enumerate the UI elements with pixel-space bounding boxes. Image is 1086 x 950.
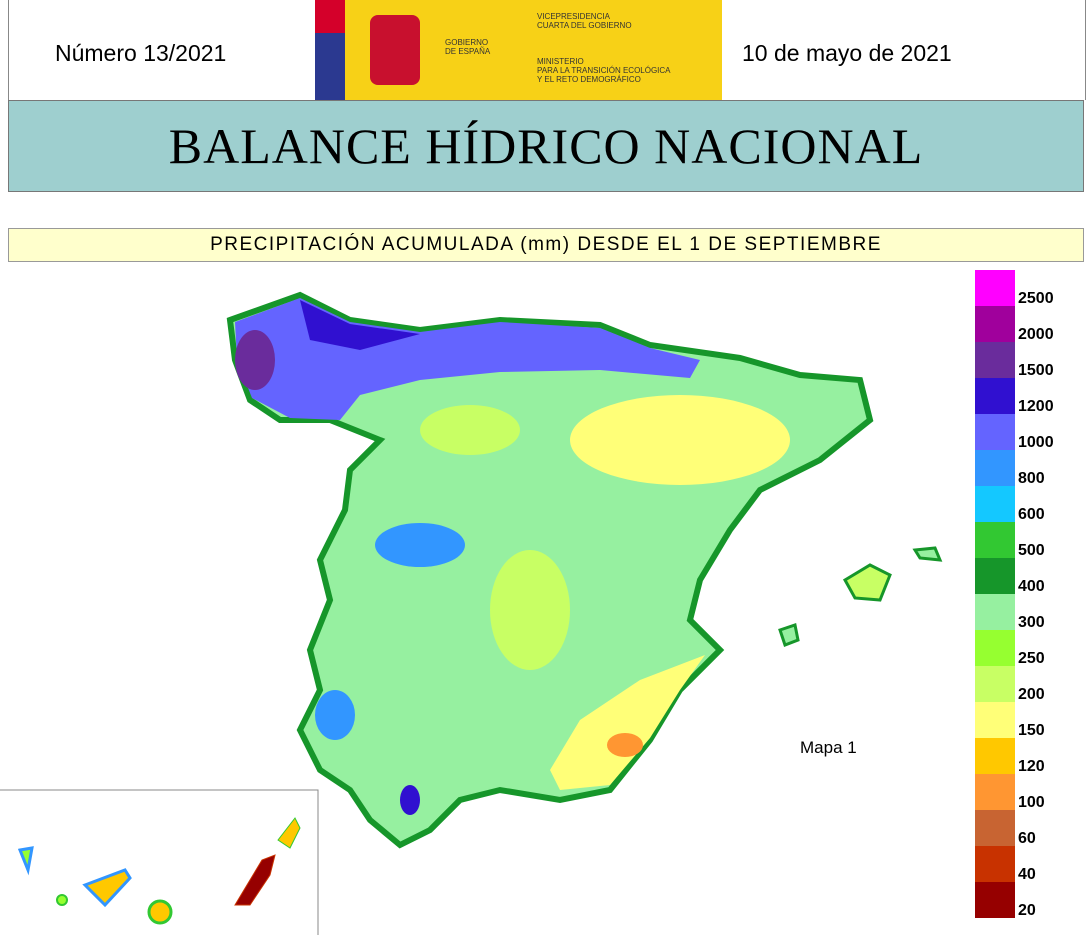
legend-label: 1200 — [1018, 398, 1054, 415]
logo-gobierno: GOBIERNO DE ESPAÑA — [445, 38, 490, 56]
north-coast-purple — [300, 300, 420, 350]
legend-swatch — [975, 558, 1015, 594]
logo-line: VICEPRESIDENCIA — [537, 12, 610, 21]
legend-swatch — [975, 270, 1015, 306]
logo-line: MINISTERIO — [537, 57, 584, 66]
legend-swatch — [975, 378, 1015, 414]
legend-swatch — [975, 846, 1015, 882]
galicia-wet — [235, 330, 275, 390]
legend-swatch — [975, 810, 1015, 846]
legend-label: 100 — [1018, 794, 1045, 811]
legend-label: 2000 — [1018, 326, 1054, 343]
legend-swatch — [975, 630, 1015, 666]
map — [0, 291, 943, 935]
la-palma — [17, 846, 34, 876]
gran-canaria — [147, 899, 173, 925]
legend-swatch — [975, 666, 1015, 702]
legend-swatch — [975, 738, 1015, 774]
southeast-dry — [550, 655, 705, 790]
title: BALANCE HÍDRICO NACIONAL — [8, 100, 1084, 192]
northeast-dry — [570, 395, 790, 485]
sw-wet — [315, 690, 355, 740]
legend-swatch — [975, 594, 1015, 630]
legend-label: 40 — [1018, 866, 1036, 883]
legend-label: 400 — [1018, 578, 1045, 595]
mallorca — [842, 563, 892, 602]
ibiza — [778, 623, 800, 647]
lanzarote — [277, 817, 301, 849]
legend-swatch — [975, 774, 1015, 810]
central-system-wet — [375, 523, 465, 567]
legend-label: 150 — [1018, 722, 1045, 739]
duero-dry — [420, 405, 520, 455]
government-logo: GOBIERNO DE ESPAÑA VICEPRESIDENCIA CUARTA … — [315, 0, 722, 100]
legend-label: 250 — [1018, 650, 1045, 667]
bulletin-date: 10 de mayo de 2021 — [742, 40, 952, 66]
legend-label: 800 — [1018, 470, 1045, 487]
legend-swatch — [975, 306, 1015, 342]
legend-label: 500 — [1018, 542, 1045, 559]
logo-line: Y EL RETO DEMOGRÁFICO — [537, 75, 641, 84]
legend-label: 300 — [1018, 614, 1045, 631]
logo-line: GOBIERNO — [445, 38, 489, 47]
central-dry — [490, 550, 570, 670]
legend-label: 600 — [1018, 506, 1045, 523]
fuerteventura — [234, 854, 276, 906]
legend-swatch — [975, 486, 1015, 522]
legend-label: 120 — [1018, 758, 1045, 775]
la-gomera — [56, 894, 68, 906]
legend-label: 60 — [1018, 830, 1036, 847]
legend-swatch — [975, 702, 1015, 738]
flag — [315, 0, 345, 100]
coat-of-arms — [370, 15, 420, 85]
legend-label: 2500 — [1018, 290, 1054, 307]
almeria-dry — [607, 733, 643, 757]
legend-label: 20 — [1018, 902, 1036, 919]
canary-inset-frame — [0, 789, 319, 935]
legend-label: 1000 — [1018, 434, 1054, 451]
bulletin-number: Número 13/2021 — [55, 40, 227, 66]
logo-line: CUARTA DEL GOBIERNO — [537, 21, 632, 30]
legend-swatch — [975, 882, 1015, 918]
menorca — [912, 546, 943, 562]
legend-label: 1500 — [1018, 362, 1054, 379]
grazalema-wet — [400, 785, 420, 815]
legend-swatch — [975, 522, 1015, 558]
legend-swatch — [975, 450, 1015, 486]
legend-label: 200 — [1018, 686, 1045, 703]
legend-swatch — [975, 414, 1015, 450]
logo-line: DE ESPAÑA — [445, 47, 491, 56]
legend-swatch — [975, 342, 1015, 378]
logo-ministerio: MINISTERIO PARA LA TRANSICIÓN ECOLÓGICA Y … — [537, 57, 671, 84]
logo-vicepresidencia: VICEPRESIDENCIA CUARTA DEL GOBIERNO — [537, 12, 632, 30]
tenerife — [82, 868, 132, 908]
logo-line: PARA LA TRANSICIÓN ECOLÓGICA — [537, 66, 671, 75]
subtitle: PRECIPITACIÓN ACUMULADA (mm) DESDE EL 1 … — [8, 228, 1084, 262]
map-label: Mapa 1 — [800, 738, 857, 757]
